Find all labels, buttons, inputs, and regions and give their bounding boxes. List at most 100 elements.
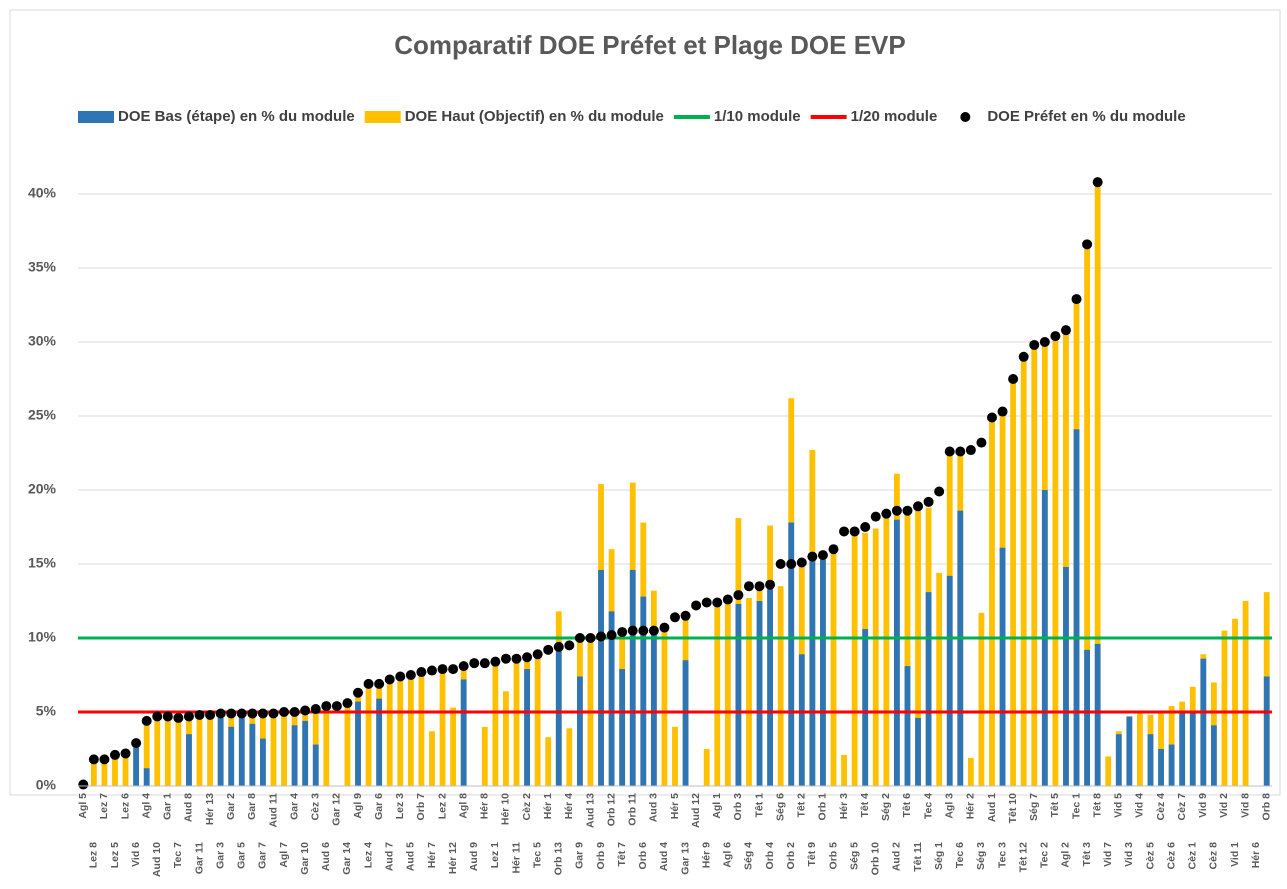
x-tick-label: Gar 6: [373, 793, 385, 820]
x-tick-label: Vid 5: [1113, 793, 1125, 818]
point: [638, 625, 649, 636]
bar: [1063, 331, 1069, 786]
point: [88, 754, 99, 765]
bar: [724, 602, 731, 786]
bar: [640, 596, 647, 786]
bar: [598, 569, 604, 786]
point: [754, 581, 765, 592]
x-tick-label: Tec 2: [1039, 842, 1051, 868]
x-tick-label: Agl 1: [711, 793, 723, 819]
point: [310, 704, 321, 715]
x-tick-label: Cèz 5: [1144, 842, 1156, 870]
bar: [756, 601, 763, 786]
bar: [1031, 344, 1038, 786]
point: [78, 779, 89, 790]
bar: [703, 749, 710, 786]
x-tick-label: Lez 8: [88, 842, 100, 868]
x-tick-label: Orb 11: [627, 793, 639, 826]
point: [1082, 239, 1093, 250]
x-tick-label: Ség 2: [880, 793, 892, 821]
bar: [429, 731, 435, 786]
x-tick-label: Tec 4: [922, 793, 934, 819]
legend-swatch: [960, 112, 971, 122]
point: [353, 687, 364, 698]
bar: [841, 754, 847, 786]
bar: [999, 547, 1006, 786]
bar: [260, 738, 266, 786]
x-tick-label: Hér 12: [447, 842, 459, 874]
point: [511, 653, 522, 664]
x-tick-label: Agl 8: [457, 793, 469, 819]
point: [870, 511, 881, 522]
bar: [1084, 649, 1090, 786]
x-tick-label: Ség 1: [933, 842, 945, 870]
bar: [936, 572, 943, 786]
x-tick-label: Orb 4: [764, 842, 776, 870]
x-tick-label: Vid 4: [1134, 793, 1146, 818]
x-tick-label: Aud 12: [690, 793, 702, 828]
x-tick-label: Vid 1: [1229, 842, 1241, 867]
bar: [798, 654, 805, 786]
point: [300, 705, 311, 716]
x-tick-label: Aud 13: [584, 793, 596, 828]
bar: [90, 762, 97, 786]
bar: [302, 720, 309, 786]
x-tick-label: Hér 9: [700, 842, 712, 868]
x-tick-label: Têt 2: [796, 793, 808, 818]
x-tick-label: Lez 3: [394, 793, 406, 819]
point: [448, 664, 459, 675]
bar: [1137, 713, 1143, 786]
x-tick-label: Têt 9: [806, 842, 818, 867]
bar: [661, 630, 668, 786]
x-tick-label: Gar 5: [236, 842, 248, 869]
point: [289, 707, 300, 717]
point: [701, 597, 712, 608]
point: [183, 711, 194, 722]
legend-swatch: [364, 111, 401, 123]
bar: [217, 717, 224, 786]
point: [828, 544, 839, 555]
point: [215, 708, 226, 719]
point: [765, 579, 776, 590]
x-tick-label: Aud 2: [891, 842, 903, 871]
point: [374, 678, 385, 689]
x-tick-label: Orb 9: [595, 842, 607, 870]
x-tick-label: Agl 7: [278, 842, 290, 868]
x-tick-label: Lez 5: [109, 842, 121, 868]
bar: [1189, 710, 1196, 786]
x-tick-label: Vid 9: [1197, 793, 1209, 818]
x-tick-label: Cèz 8: [1208, 842, 1220, 870]
point: [226, 708, 237, 719]
bar: [355, 701, 361, 786]
bar: [946, 575, 953, 786]
bar: [513, 660, 520, 786]
bar: [650, 632, 657, 786]
point: [564, 640, 575, 651]
x-tick-label: Orb 6: [637, 842, 649, 870]
point: [141, 715, 152, 726]
point: [331, 701, 342, 712]
point: [384, 674, 395, 685]
point: [585, 633, 596, 643]
x-tick-label: Tec 5: [531, 842, 543, 868]
x-tick-label: Vid 3: [1123, 842, 1135, 867]
x-tick-label: Têt 5: [1049, 793, 1061, 818]
bar: [397, 677, 404, 786]
point: [194, 709, 205, 720]
point: [257, 708, 268, 719]
bar: [767, 589, 774, 786]
point: [627, 625, 638, 636]
bar: [1147, 734, 1154, 786]
bar: [619, 669, 626, 786]
x-tick-label: Têt 4: [859, 793, 871, 818]
x-tick-label: Aud 9: [468, 842, 480, 871]
bar: [122, 754, 129, 786]
point: [891, 505, 902, 516]
x-tick-label: Aud 10: [151, 842, 163, 877]
point: [543, 644, 554, 655]
point: [670, 612, 680, 623]
point: [807, 551, 818, 562]
x-tick-label: Gar 12: [331, 793, 343, 826]
x-tick-label: Orb 8: [1260, 793, 1272, 821]
bar: [555, 649, 562, 786]
